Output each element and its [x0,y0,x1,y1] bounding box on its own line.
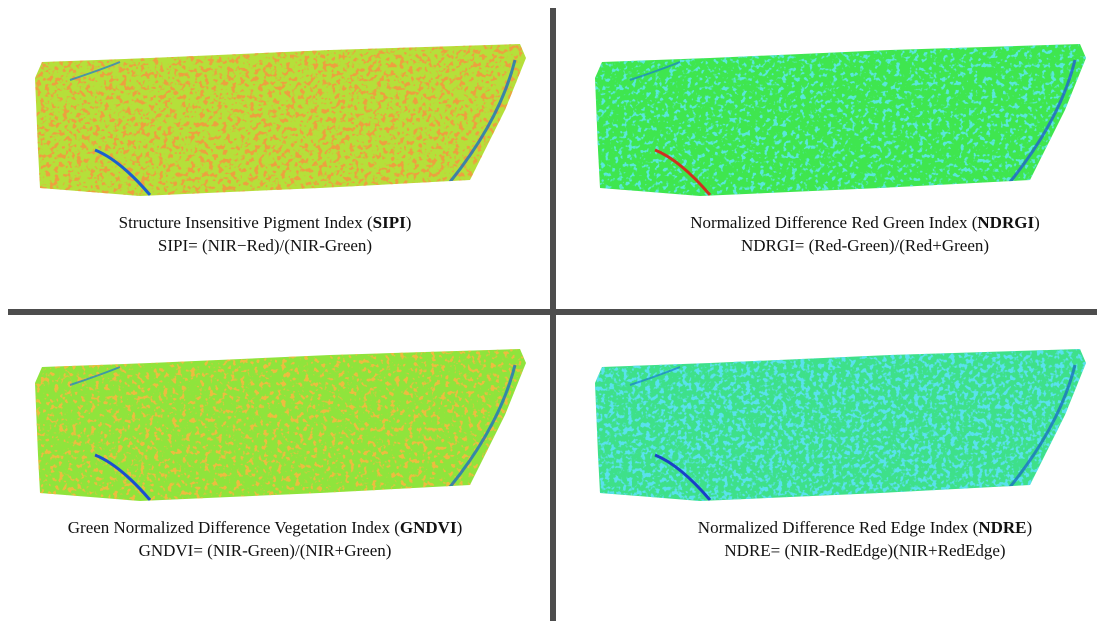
index-name: Green Normalized Difference Vegetation I… [68,518,400,537]
caption-title: Normalized Difference Red Edge Index (ND… [595,516,1105,539]
caption: Normalized Difference Red Edge Index (ND… [595,516,1105,562]
caption-title: Structure Insensitive Pigment Index (SIP… [0,211,535,234]
formula: NDRE= (NIR-RedEdge)(NIR+RedEdge) [595,539,1105,562]
caption-title: Normalized Difference Red Green Index (N… [595,211,1105,234]
point-cloud-image [590,345,1090,505]
index-abbr: NDRE [978,518,1026,537]
index-name: Structure Insensitive Pigment Index ( [119,213,373,232]
caption-title: Green Normalized Difference Vegetation I… [0,516,535,539]
index-name: Normalized Difference Red Edge Index ( [698,518,979,537]
caption: Normalized Difference Red Green Index (N… [595,211,1105,257]
caption: Structure Insensitive Pigment Index (SIP… [0,211,535,257]
image-clip [30,345,530,505]
caption: Green Normalized Difference Vegetation I… [0,516,535,562]
image-clip [590,345,1090,505]
point-cloud-image [30,40,530,200]
index-abbr: SIPI [373,213,406,232]
index-abbr: GNDVI [400,518,457,537]
index-paren: ) [457,518,463,537]
point-cloud-image [590,40,1090,200]
formula: SIPI= (NIR−Red)/(NIR-Green) [0,234,535,257]
image-clip [30,40,530,200]
index-abbr: NDRGI [977,213,1034,232]
figure: Structure Insensitive Pigment Index (SIP… [0,0,1105,621]
index-paren: ) [1034,213,1040,232]
formula: NDRGI= (Red-Green)/(Red+Green) [595,234,1105,257]
image-clip [590,40,1090,200]
index-paren: ) [1027,518,1033,537]
point-cloud-image [30,345,530,505]
formula: GNDVI= (NIR-Green)/(NIR+Green) [0,539,535,562]
index-paren: ) [406,213,412,232]
horizontal-divider [8,309,1097,315]
index-name: Normalized Difference Red Green Index ( [690,213,977,232]
